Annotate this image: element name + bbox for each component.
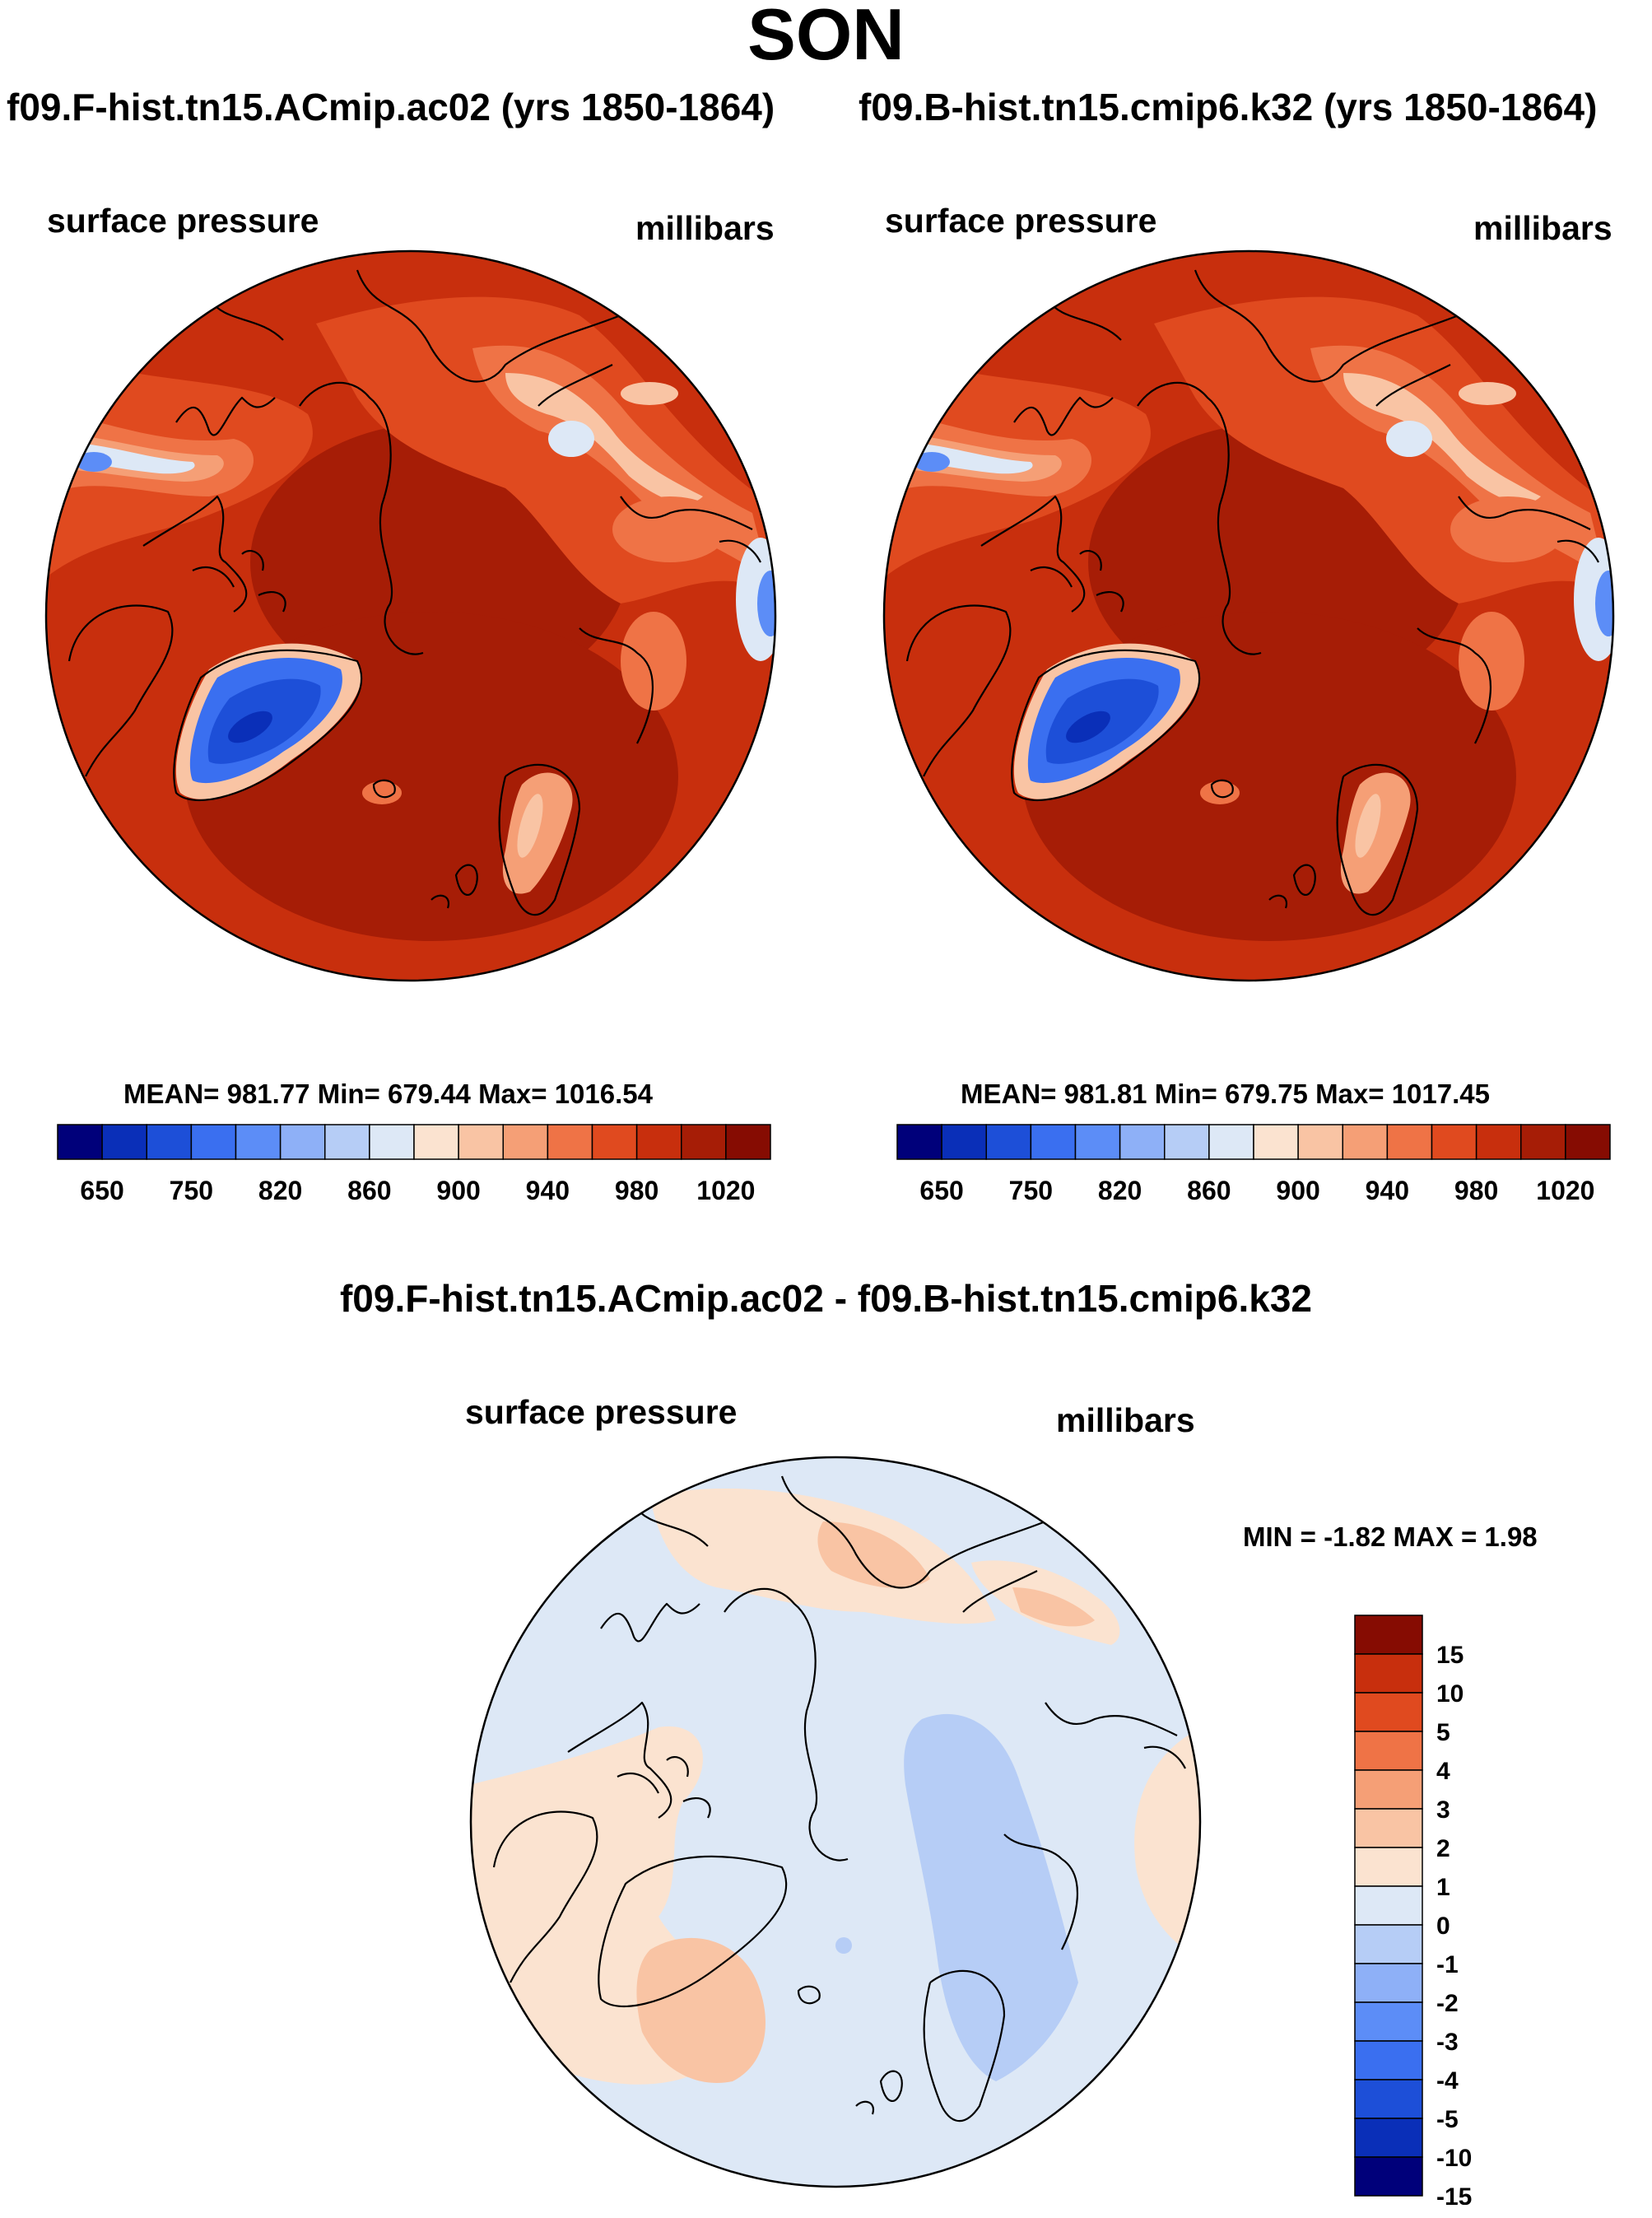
right-colorbar: 650 750 820 860 900 940 980 1020 [896, 1124, 1611, 1205]
left-colorbar-box [235, 1124, 282, 1160]
right-colorbar-label: 650 [919, 1176, 963, 1205]
difference-colorbar-label: 4 [1436, 1758, 1450, 1785]
difference-colorbar-box [1354, 1924, 1423, 1964]
right-colorbar-box [1164, 1124, 1210, 1160]
right-colorbar-box [1074, 1124, 1121, 1160]
left-colorbar-box [413, 1124, 459, 1160]
difference-colorbar-label: -5 [1436, 2106, 1459, 2133]
difference-colorbar-label: 1 [1436, 1874, 1450, 1901]
left-colorbar-label: 650 [80, 1176, 123, 1205]
left-colorbar-label: 900 [436, 1176, 480, 1205]
difference-colorbar-label: 0 [1436, 1913, 1450, 1940]
difference-polar-map [469, 1456, 1202, 2188]
right-variable-label: surface pressure [885, 202, 1157, 240]
right-polar-map [882, 249, 1615, 982]
left-colorbar-box [635, 1124, 682, 1160]
difference-colorbar-box [1354, 2040, 1423, 2081]
difference-colorbar-box [1354, 1653, 1423, 1694]
difference-colorbar-label: 3 [1436, 1796, 1450, 1824]
difference-colorbar-box [1354, 1731, 1423, 1771]
left-colorbar-box [725, 1124, 771, 1160]
difference-colorbar-box [1354, 1847, 1423, 1887]
figure-title: SON [747, 0, 905, 75]
difference-colorbar-box [1354, 1692, 1423, 1732]
left-colorbar-box [458, 1124, 504, 1160]
difference-colorbar-label: -3 [1436, 2029, 1459, 2056]
diff-stats: MIN = -1.82 MAX = 1.98 [1243, 1521, 1538, 1552]
left-colorbar-label: 820 [258, 1176, 302, 1205]
difference-colorbar-label: -4 [1436, 2067, 1459, 2095]
right-colorbar-label: 750 [1009, 1176, 1053, 1205]
difference-colorbar-label: 5 [1436, 1719, 1450, 1746]
left-panel-title: f09.F-hist.tn15.ACmip.ac02 (yrs 1850-186… [7, 86, 775, 128]
right-colorbar-label: 860 [1187, 1176, 1231, 1205]
right-colorbar-box [1030, 1124, 1077, 1160]
left-colorbar-box [279, 1124, 326, 1160]
left-colorbar-label: 940 [526, 1176, 570, 1205]
diff-variable-label: surface pressure [465, 1393, 738, 1431]
right-colorbar-box [1565, 1124, 1611, 1160]
right-colorbar-box [896, 1124, 942, 1160]
left-colorbar-box [502, 1124, 549, 1160]
left-colorbar-box [57, 1124, 103, 1160]
difference-colorbar-box [1354, 1885, 1423, 1926]
right-colorbar-label: 820 [1098, 1176, 1142, 1205]
right-colorbar-box [1119, 1124, 1166, 1160]
difference-colorbar-label: -2 [1436, 1990, 1459, 2017]
right-colorbar-box [1208, 1124, 1254, 1160]
right-colorbar-box [1431, 1124, 1477, 1160]
difference-colorbar-label: 10 [1436, 1680, 1464, 1708]
left-colorbar-box [369, 1124, 415, 1160]
right-panel-title: f09.B-hist.tn15.cmip6.k32 (yrs 1850-1864… [859, 86, 1598, 128]
left-colorbar-box [681, 1124, 727, 1160]
left-colorbar-box [324, 1124, 370, 1160]
left-polar-map [44, 249, 777, 982]
right-colorbar-label: 940 [1366, 1176, 1409, 1205]
left-colorbar-box [190, 1124, 237, 1160]
right-colorbar-label: 1020 [1536, 1176, 1594, 1205]
left-colorbar-box [146, 1124, 193, 1160]
left-colorbar: 650 750 820 860 900 940 980 1020 [57, 1124, 771, 1205]
right-stats: MEAN= 981.81 Min= 679.75 Max= 1017.45 [961, 1079, 1490, 1109]
left-colorbar-label: 980 [615, 1176, 658, 1205]
right-units-label: millibars [1473, 209, 1612, 247]
difference-colorbar-box [1354, 1808, 1423, 1848]
left-colorbar-box [101, 1124, 147, 1160]
right-colorbar-label: 900 [1276, 1176, 1319, 1205]
left-variable-label: surface pressure [47, 202, 319, 240]
difference-colorbar-box [1354, 2001, 1423, 2042]
right-colorbar-box [1342, 1124, 1389, 1160]
difference-colorbar-label: -10 [1436, 2145, 1472, 2172]
difference-colorbar-box [1354, 1615, 1423, 1655]
left-colorbar-label: 1020 [696, 1176, 755, 1205]
difference-panel-title: f09.F-hist.tn15.ACmip.ac02 - f09.B-hist.… [339, 1277, 1313, 1320]
difference-colorbar-box [1354, 1963, 1423, 2003]
left-colorbar-label: 860 [347, 1176, 391, 1205]
difference-colorbar-box [1354, 1769, 1423, 1810]
right-colorbar-box [1253, 1124, 1299, 1160]
difference-colorbar-box [1354, 2118, 1423, 2158]
right-colorbar-box [941, 1124, 987, 1160]
difference-colorbar-box [1354, 2079, 1423, 2119]
difference-colorbar-label: 2 [1436, 1835, 1450, 1862]
left-units-label: millibars [635, 209, 775, 247]
left-colorbar-box [591, 1124, 638, 1160]
right-colorbar-box [1297, 1124, 1343, 1160]
difference-colorbar-label: 15 [1436, 1642, 1464, 1669]
difference-colorbar-label: -1 [1436, 1951, 1459, 1978]
right-colorbar-label: 980 [1454, 1176, 1498, 1205]
left-colorbar-box [547, 1124, 593, 1160]
diff-units-label: millibars [1056, 1401, 1195, 1439]
difference-colorbar-label: -15 [1436, 2183, 1472, 2205]
right-colorbar-box [985, 1124, 1032, 1160]
right-colorbar-box [1386, 1124, 1433, 1160]
right-colorbar-box [1520, 1124, 1566, 1160]
difference-colorbar-box [1354, 2156, 1423, 2197]
left-stats: MEAN= 981.77 Min= 679.44 Max= 1016.54 [123, 1079, 653, 1109]
right-colorbar-box [1475, 1124, 1522, 1160]
left-colorbar-label: 750 [170, 1176, 213, 1205]
